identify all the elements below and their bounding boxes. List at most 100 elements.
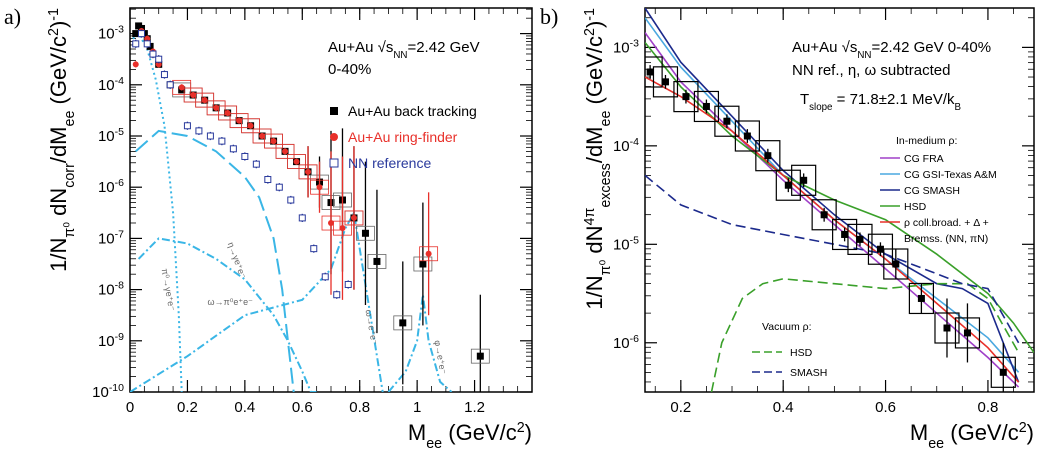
y-axis-label-part: /dM <box>46 126 71 163</box>
y-tick-base: 10 <box>98 179 115 196</box>
data-point-square <box>419 260 427 268</box>
y-axis-label-part: ee <box>598 111 614 127</box>
panel-b-tslope: Tslope = 71.8±2.1 MeV/kB <box>800 91 961 113</box>
y-axis-label-part: π⁰ <box>598 259 614 275</box>
systematic-box <box>954 317 981 349</box>
model-curve-omega-dalitz <box>137 237 317 392</box>
plot-frame <box>644 7 1035 393</box>
y-axis-label-part: /dM <box>582 126 607 163</box>
data-point-open-square <box>344 280 352 288</box>
legend-b-medium-extra: Bremss. (NN, πN) <box>904 233 988 245</box>
data-point-circle <box>293 158 300 165</box>
legend-b-medium-label: CG FRA <box>904 153 944 165</box>
data-point-square <box>132 30 140 38</box>
data-point-open-square <box>252 160 260 168</box>
panel-b-info-line1-part: =2.42 GeV 0-40% <box>871 39 991 56</box>
y-tick-label: 10-5 <box>98 126 124 145</box>
y-tick-exp: -5 <box>630 234 639 246</box>
y-tick-base: 10 <box>613 335 630 352</box>
data-point-circle <box>144 35 151 42</box>
legend-a-marker-circle <box>330 133 338 141</box>
systematic-box <box>755 140 781 172</box>
systematic-box <box>393 315 413 331</box>
y-tick-exp: -8 <box>115 280 124 292</box>
data-point-square <box>999 368 1007 376</box>
systematic-box <box>934 312 960 344</box>
y-tick-label: 10-10 <box>92 382 124 401</box>
legend-a-marker-square <box>330 107 338 115</box>
data-point-square <box>373 257 381 265</box>
y-tick-label: 10-6 <box>613 333 639 352</box>
data-point-square <box>841 230 849 238</box>
data-point-circle <box>305 168 312 175</box>
x-tick-label: 0.2 <box>177 399 198 416</box>
y-axis-label: 1/Nπ⁰ dNcorr/dMee (GeV/c2)-1 <box>46 8 78 272</box>
systematic-box <box>252 128 272 144</box>
y-tick-base: 10 <box>613 39 630 56</box>
y-tick-exp: -6 <box>115 177 124 189</box>
systematic-box <box>832 218 858 251</box>
y-tick-label: 10-9 <box>98 331 124 350</box>
panel-b-tslope-part: slope <box>809 102 832 113</box>
x-tick-label: 0.6 <box>292 399 313 416</box>
data-point-circle <box>213 104 220 111</box>
systematic-box <box>734 120 760 152</box>
data-point-circle <box>224 109 231 116</box>
data-point-open-square <box>155 55 163 63</box>
y-axis-label-part: -1 <box>46 8 62 21</box>
x-tick-label: 0.4 <box>234 399 255 416</box>
data-point-square <box>784 181 792 189</box>
data-point-square <box>764 152 772 160</box>
data-point-open-square <box>132 40 140 48</box>
data-point-square <box>892 260 900 268</box>
systematic-box <box>275 143 295 159</box>
model-curve-vacuum-smash <box>645 174 1020 344</box>
data-point-square <box>743 132 751 140</box>
panel-a-info-line1-part: NN <box>393 50 407 61</box>
legend-a-label: NN reference <box>348 155 431 171</box>
systematic-box <box>206 100 226 116</box>
x-axis-label-part: ) <box>1027 420 1034 445</box>
x-tick-label: 0 <box>126 399 134 416</box>
data-point-square <box>399 319 407 327</box>
plot-area <box>645 8 1034 392</box>
data-point-open-square <box>229 145 237 153</box>
y-tick-base: 10 <box>98 128 115 145</box>
data-point-square <box>476 352 484 360</box>
panel-b-info-line1: Au+Au √sNN=2.42 GeV 0-40% <box>792 39 991 61</box>
y-tick-label: 10-8 <box>98 280 124 299</box>
data-point-circle <box>259 133 266 139</box>
y-axis-label: 1/Nπ⁰ dN4πexcess/dMee (GeV/c2)-1 <box>582 8 614 310</box>
legend-b-medium-label: CG GSI-Texas A&M <box>904 169 997 181</box>
model-curve-cg-fra <box>645 32 1020 388</box>
legend-b-vacuum-label: SMASH <box>790 367 827 379</box>
systematic-box <box>847 223 873 255</box>
systematic-box <box>298 164 318 180</box>
y-tick-label: 10-3 <box>613 37 639 56</box>
y-tick-exp: -10 <box>109 382 124 394</box>
y-axis-label-part: (GeV/c <box>46 36 71 111</box>
x-axis-label-part: 2 <box>517 420 525 436</box>
systematic-box <box>333 220 352 236</box>
x-tick-label: 1 <box>413 399 421 416</box>
systematic-box <box>218 105 238 121</box>
y-tick-base: 10 <box>98 77 115 94</box>
curve-annotation: φ→e⁺e⁻ <box>432 339 448 375</box>
systematic-box <box>990 356 1016 388</box>
systematic-box <box>775 169 801 201</box>
data-point-square <box>682 93 690 101</box>
panel-a-info-line1: Au+Au √sNN=2.42 GeV <box>328 39 480 61</box>
x-tick-label: 1.2 <box>464 399 485 416</box>
data-point-circle <box>282 148 289 155</box>
panel-b-info-line2: NN ref., η, ω subtracted <box>792 62 950 79</box>
data-point-open-square <box>143 40 151 48</box>
panel-b-info-line1-part: √ <box>842 39 851 56</box>
data-point-square <box>702 102 710 110</box>
data-point-square <box>917 294 925 302</box>
x-axis-label-part: ) <box>525 420 532 445</box>
curve-annotation: π⁰→γe⁺e⁻ <box>160 268 177 312</box>
legend-a-marker-open-square <box>329 158 339 168</box>
data-point-square <box>963 329 971 337</box>
legend-b-vacuum-title: Vacuum ρ: <box>762 321 812 333</box>
systematic-box <box>229 113 249 129</box>
